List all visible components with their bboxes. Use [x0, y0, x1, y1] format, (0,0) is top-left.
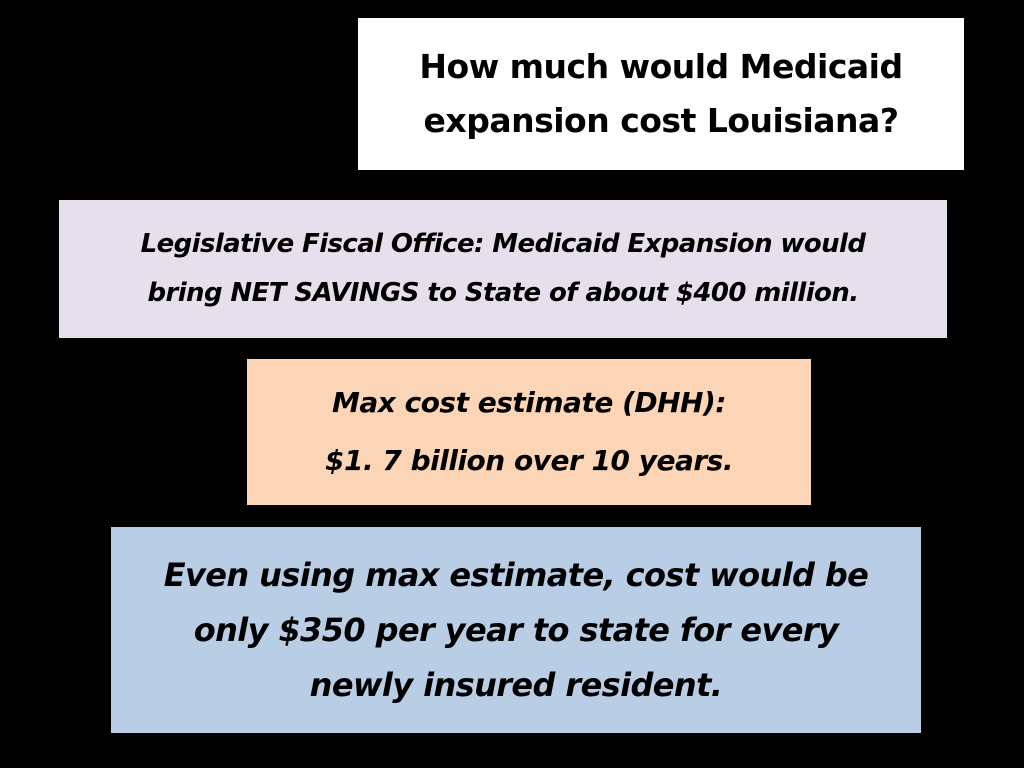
lfo-savings-box: Legislative Fiscal Office: Medicaid Expa…	[59, 200, 947, 338]
conclusion-line-2: only $350 per year to state for every	[193, 610, 839, 649]
dhh-line-1: Max cost estimate (DHH):	[332, 386, 726, 419]
conclusion-line-1: Even using max estimate, cost would be	[163, 555, 869, 594]
title-line-2: expansion cost Louisiana?	[423, 101, 899, 140]
lfo-line-2: bring NET SAVINGS to State of about $400…	[147, 278, 860, 308]
conclusion-box: Even using max estimate, cost would be o…	[111, 527, 921, 733]
lfo-line-1: Legislative Fiscal Office: Medicaid Expa…	[140, 229, 866, 259]
conclusion-line-3: newly insured resident.	[309, 665, 723, 704]
dhh-estimate-box: Max cost estimate (DHH): $1. 7 billion o…	[247, 359, 811, 505]
title-line-1: How much would Medicaid	[419, 47, 903, 86]
dhh-line-2: $1. 7 billion over 10 years.	[325, 444, 733, 477]
title-box: How much would Medicaid expansion cost L…	[358, 18, 964, 170]
